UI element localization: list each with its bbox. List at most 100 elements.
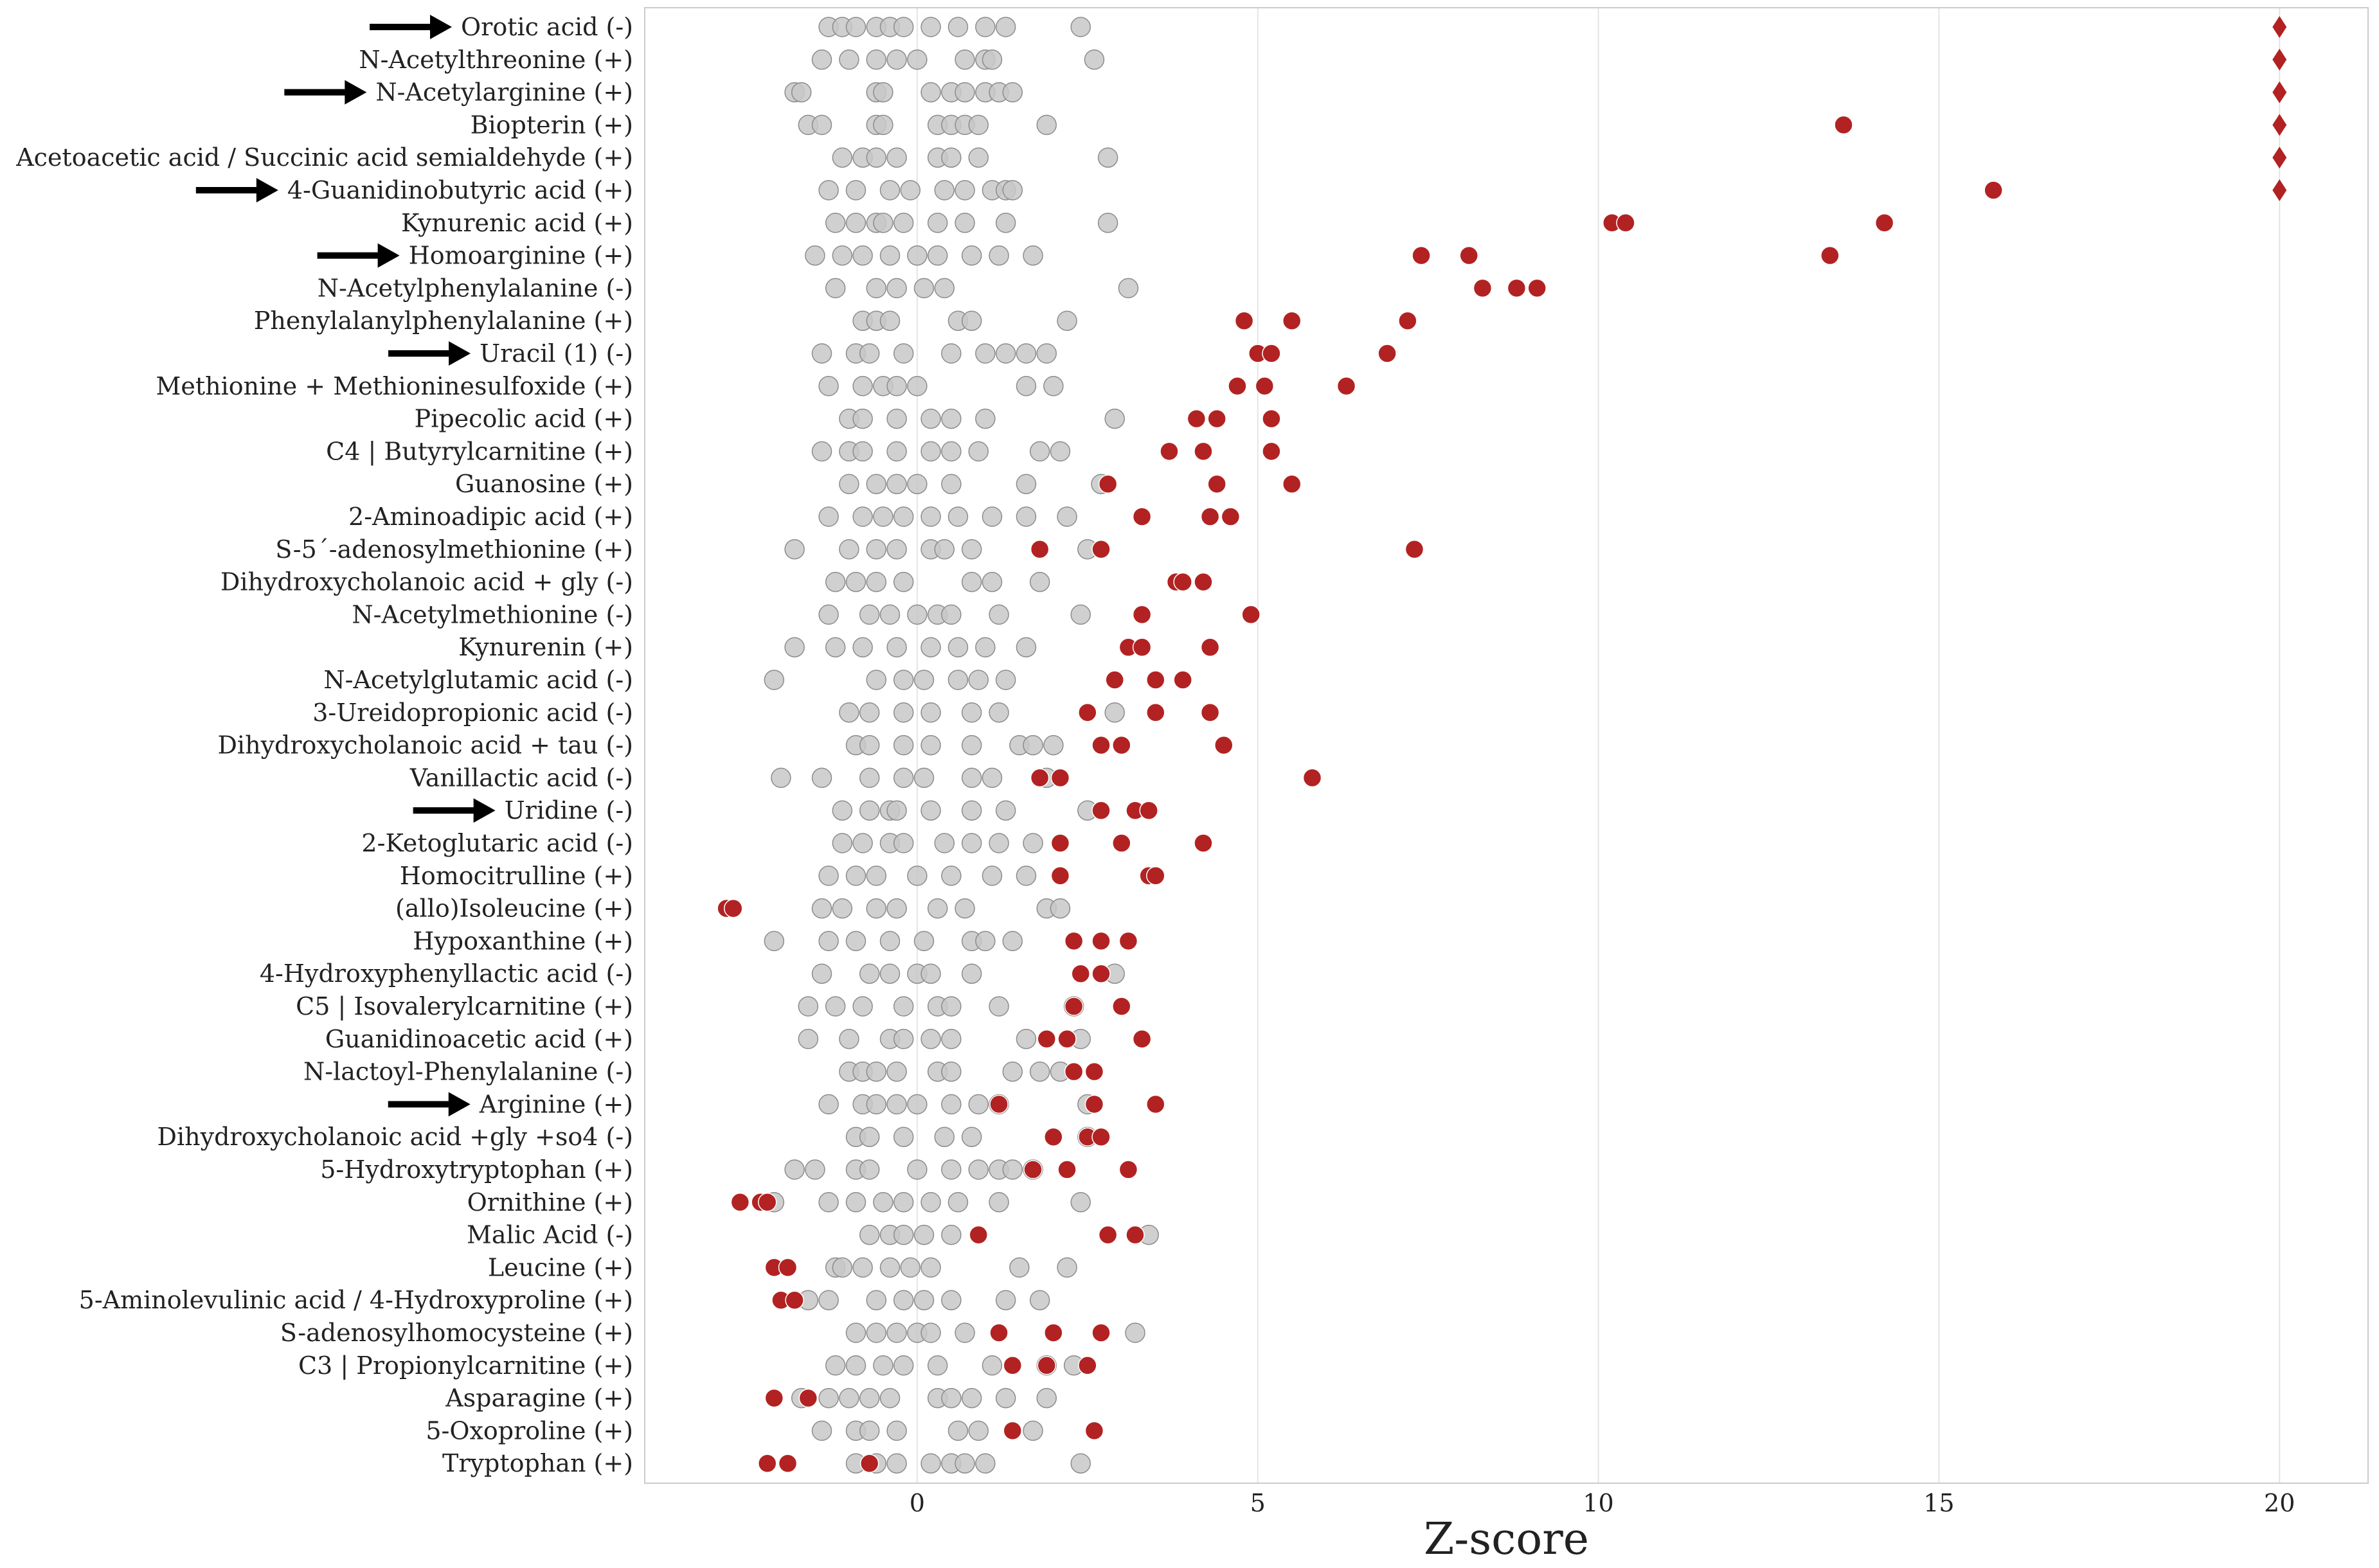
control-point: [879, 931, 901, 952]
control-point: [920, 1257, 941, 1278]
patient-point: [1187, 409, 1207, 429]
control-point: [859, 1127, 880, 1147]
control-point: [941, 474, 962, 494]
control-point: [1009, 1257, 1030, 1278]
patient-point: [1221, 507, 1241, 526]
control-point: [859, 1224, 880, 1245]
control-point: [886, 637, 907, 657]
control-point: [845, 213, 866, 233]
control-point: [825, 637, 846, 657]
patient-point: [1194, 572, 1213, 592]
control-point: [859, 735, 880, 756]
metabolite-label: 5-Oxoproline (+): [426, 1416, 633, 1445]
patient-point: [1459, 245, 1478, 265]
control-point: [920, 82, 941, 103]
control-point: [961, 1387, 982, 1409]
capped-point-diamond: [2272, 147, 2287, 169]
control-point: [852, 833, 873, 853]
control-point: [791, 82, 812, 103]
control-point: [975, 408, 996, 429]
patient-point: [1146, 703, 1165, 722]
control-point: [873, 213, 893, 233]
control-point: [995, 17, 1016, 37]
patient-point: [724, 898, 743, 918]
patient-point: [1091, 964, 1111, 983]
patient-point: [1398, 311, 1417, 330]
control-point: [893, 1355, 914, 1376]
control-point: [1084, 49, 1105, 70]
control-point: [941, 147, 962, 168]
control-point: [913, 278, 935, 299]
control-point: [907, 376, 928, 396]
control-point: [1016, 506, 1037, 527]
patient-point: [1255, 377, 1275, 396]
control-point: [989, 1192, 1009, 1213]
control-point: [859, 963, 880, 984]
patient-point: [989, 1323, 1009, 1342]
patient-point: [798, 1388, 818, 1408]
control-point: [961, 539, 982, 560]
control-point: [852, 408, 873, 429]
control-point: [811, 963, 832, 984]
control-point: [818, 866, 839, 886]
patient-point: [1118, 931, 1138, 951]
control-point: [852, 506, 873, 527]
control-point: [818, 1192, 839, 1213]
control-point: [839, 1387, 859, 1409]
control-point: [947, 1192, 969, 1213]
control-point: [920, 637, 941, 657]
control-point: [1023, 1420, 1043, 1441]
control-point: [873, 114, 893, 136]
control-point: [893, 996, 914, 1017]
patient-point: [1064, 1062, 1084, 1082]
control-point: [920, 702, 941, 723]
control-point: [798, 1029, 819, 1049]
control-point: [1104, 702, 1125, 723]
control-point: [961, 571, 982, 592]
patient-point: [1023, 1160, 1043, 1179]
metabolite-label: Biopterin (+): [471, 111, 633, 139]
control-point: [1043, 376, 1064, 396]
control-point: [968, 1159, 989, 1180]
control-point: [886, 1061, 907, 1082]
control-point: [1070, 1192, 1091, 1213]
control-point: [893, 767, 914, 788]
patient-point: [1200, 703, 1220, 722]
control-point: [845, 1355, 866, 1376]
metabolite-label: Ornithine (+): [467, 1188, 633, 1216]
patient-point: [785, 1290, 804, 1310]
patient-point: [1050, 866, 1070, 886]
patient-point: [1078, 1356, 1097, 1375]
control-point: [1029, 571, 1050, 592]
control-point: [907, 49, 928, 70]
control-point: [873, 82, 893, 103]
control-point: [879, 604, 901, 625]
control-point: [995, 213, 1016, 233]
control-point: [961, 833, 982, 853]
control-point: [920, 506, 941, 527]
control-point: [907, 1094, 928, 1115]
control-point: [893, 213, 914, 233]
control-point: [941, 1224, 962, 1245]
patient-point: [1084, 1421, 1104, 1441]
control-point: [961, 310, 982, 331]
metabolite-label: Arginine (+): [479, 1090, 633, 1118]
control-point: [866, 1061, 887, 1082]
patient-point: [1160, 441, 1179, 461]
control-point: [811, 898, 832, 919]
control-point: [1036, 1387, 1057, 1409]
control-point: [893, 670, 914, 690]
control-point: [947, 670, 969, 690]
metabolite-label: C5 | Isovalerylcarnitine (+): [296, 992, 633, 1020]
control-point: [886, 376, 907, 396]
control-point: [961, 767, 982, 788]
control-point: [920, 1029, 941, 1049]
control-point: [866, 474, 887, 494]
control-point: [907, 245, 928, 266]
arrow-icon: [284, 80, 367, 105]
patient-point: [1194, 833, 1213, 853]
metabolite-label: Tryptophan (+): [442, 1449, 633, 1477]
patient-point: [1132, 507, 1152, 526]
patient-point: [1091, 1127, 1111, 1146]
control-point: [852, 996, 873, 1017]
